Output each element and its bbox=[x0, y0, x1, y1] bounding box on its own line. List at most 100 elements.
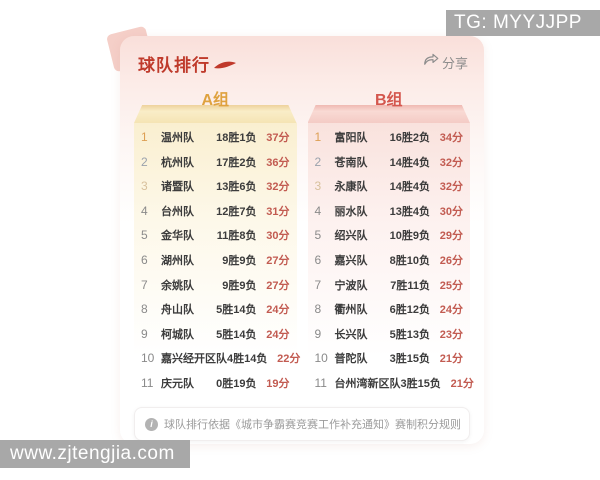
team-name-cell: 台州湾新区队 bbox=[334, 377, 401, 390]
rank-cell: 5 bbox=[141, 228, 148, 243]
table-row: 3 诸暨队 13胜6负 32分 bbox=[141, 174, 290, 199]
rank-cell: 6 bbox=[314, 253, 322, 267]
group-b-title: B组 bbox=[374, 92, 403, 109]
table-row: 9 长兴队 5胜13负 23分 bbox=[315, 321, 464, 346]
points-cell: 24分 bbox=[439, 304, 463, 317]
points-cell: 25分 bbox=[439, 279, 463, 292]
rank-cell: 7 bbox=[141, 277, 148, 292]
win-loss-record-cell: 6胜12负 bbox=[389, 304, 430, 317]
points-cell: 26分 bbox=[439, 255, 463, 267]
points-cell: 36分 bbox=[266, 156, 290, 169]
red-brush-swoosh-icon bbox=[213, 58, 237, 76]
table-row: 5 金华队 11胜8负 30分 bbox=[141, 223, 290, 248]
team-name-cell: 诸暨队 bbox=[161, 181, 194, 194]
watermark-bottom-left: www.zjtengjia.com bbox=[0, 440, 190, 468]
team-name-cell: 普陀队 bbox=[334, 353, 368, 366]
team-name-cell: 余姚队 bbox=[161, 279, 194, 292]
win-loss-record-cell: 5胜13负 bbox=[389, 328, 430, 341]
points-cell: 32分 bbox=[439, 181, 463, 194]
team-name-cell: 嘉兴经开区队 bbox=[161, 353, 227, 366]
table-row: 11 台州湾新区队 3胜15负 21分 bbox=[315, 370, 474, 395]
share-arrow-icon bbox=[423, 53, 439, 72]
team-name-cell: 舟山队 bbox=[161, 304, 194, 317]
table-row: 6 湖州队 9胜9负 27分 bbox=[141, 248, 290, 273]
table-row: 1 富阳队 16胜2负 34分 bbox=[315, 125, 464, 150]
team-name-cell: 温州队 bbox=[161, 132, 194, 145]
info-icon: i bbox=[145, 417, 158, 431]
share-button[interactable]: 分享 bbox=[423, 53, 468, 72]
rank-cell: 5 bbox=[314, 228, 322, 243]
points-cell: 21分 bbox=[450, 377, 474, 390]
team-name-cell: 台州队 bbox=[161, 205, 194, 218]
team-name-cell: 绍兴队 bbox=[334, 230, 368, 243]
team-name-cell: 宁波队 bbox=[334, 279, 368, 292]
team-ranking-card: 球队排行 分享 A组 1 温州队 18胜1负 37分 2 杭州队 17胜2负 3… bbox=[120, 36, 484, 444]
team-name-cell: 衢州队 bbox=[334, 304, 368, 317]
table-row: 7 余姚队 9胜9负 27分 bbox=[141, 272, 290, 297]
points-cell: 27分 bbox=[266, 279, 290, 292]
rank-cell: 7 bbox=[314, 277, 322, 292]
team-name-cell: 湖州队 bbox=[161, 255, 194, 267]
win-loss-record-cell: 14胜4负 bbox=[389, 181, 430, 194]
table-row: 8 舟山队 5胜14负 24分 bbox=[141, 297, 290, 322]
rank-cell: 11 bbox=[141, 375, 154, 390]
share-label: 分享 bbox=[441, 56, 468, 71]
win-loss-record-cell: 11胜8负 bbox=[216, 230, 257, 243]
team-name-cell: 永康队 bbox=[334, 181, 368, 194]
rank-cell: 10 bbox=[141, 351, 155, 366]
win-loss-record-cell: 9胜9负 bbox=[222, 279, 257, 292]
rank-cell: 8 bbox=[314, 302, 322, 317]
table-row: 5 绍兴队 10胜9负 29分 bbox=[315, 223, 464, 248]
rank-cell: 9 bbox=[141, 326, 148, 341]
group-a-ribbon bbox=[134, 105, 297, 123]
points-cell: 34分 bbox=[439, 132, 463, 145]
points-cell: 30分 bbox=[439, 205, 463, 218]
team-name-cell: 苍南队 bbox=[334, 156, 368, 169]
table-row: 2 苍南队 14胜4负 32分 bbox=[315, 150, 464, 175]
points-cell: 29分 bbox=[439, 230, 463, 243]
win-loss-record-cell: 7胜11负 bbox=[390, 279, 430, 292]
table-row: 4 台州队 12胜7负 31分 bbox=[141, 199, 290, 224]
team-name-cell: 嘉兴队 bbox=[334, 255, 368, 267]
win-loss-record-cell: 17胜2负 bbox=[216, 156, 257, 169]
team-name-cell: 丽水队 bbox=[334, 205, 368, 218]
table-row: 6 嘉兴队 8胜10负 26分 bbox=[315, 248, 464, 273]
watermark-top-right: TG: MYYJJPP bbox=[446, 10, 600, 36]
win-loss-record-cell: 13胜4负 bbox=[389, 205, 430, 218]
footnote: i 球队排行依据《城市争霸赛竞赛工作补充通知》赛制积分规则 bbox=[134, 407, 470, 441]
points-cell: 19分 bbox=[266, 377, 290, 390]
rank-cell: 10 bbox=[314, 351, 328, 366]
page-title: 球队排行 bbox=[138, 56, 210, 75]
rank-cell: 2 bbox=[314, 154, 322, 169]
points-cell: 31分 bbox=[266, 205, 290, 218]
points-cell: 27分 bbox=[266, 255, 290, 267]
points-cell: 21分 bbox=[439, 353, 463, 366]
win-loss-record-cell: 5胜14负 bbox=[216, 328, 257, 341]
rank-cell: 8 bbox=[141, 302, 148, 317]
team-name-cell: 柯城队 bbox=[161, 328, 194, 341]
win-loss-record-cell: 8胜10负 bbox=[389, 255, 430, 267]
points-cell: 24分 bbox=[266, 304, 290, 317]
win-loss-record-cell: 14胜4负 bbox=[389, 156, 430, 169]
rank-cell: 9 bbox=[314, 326, 322, 341]
win-loss-record-cell: 3胜15负 bbox=[400, 377, 441, 390]
group-a-table: A组 1 温州队 18胜1负 37分 2 杭州队 17胜2负 36分 3 诸暨队… bbox=[134, 86, 300, 397]
rank-cell: 3 bbox=[314, 179, 322, 194]
table-row: 11 庆元队 0胜19负 19分 bbox=[141, 370, 290, 395]
team-name-cell: 长兴队 bbox=[334, 328, 368, 341]
win-loss-record-cell: 9胜9负 bbox=[222, 255, 257, 267]
group-b-ribbon bbox=[307, 105, 470, 123]
table-row: 3 永康队 14胜4负 32分 bbox=[315, 174, 464, 199]
rank-cell: 6 bbox=[141, 253, 148, 267]
group-a-title: A组 bbox=[201, 92, 230, 109]
team-name-cell: 庆元队 bbox=[161, 377, 194, 390]
win-loss-record-cell: 5胜14负 bbox=[216, 304, 257, 317]
rank-cell: 1 bbox=[141, 130, 148, 145]
table-row: 4 丽水队 13胜4负 30分 bbox=[315, 199, 464, 224]
team-name-cell: 富阳队 bbox=[334, 132, 368, 145]
table-row: 7 宁波队 7胜11负 25分 bbox=[315, 272, 464, 297]
table-row: 1 温州队 18胜1负 37分 bbox=[141, 125, 290, 150]
points-cell: 23分 bbox=[439, 328, 463, 341]
team-name-cell: 杭州队 bbox=[161, 156, 194, 169]
win-loss-record-cell: 18胜1负 bbox=[216, 132, 257, 145]
